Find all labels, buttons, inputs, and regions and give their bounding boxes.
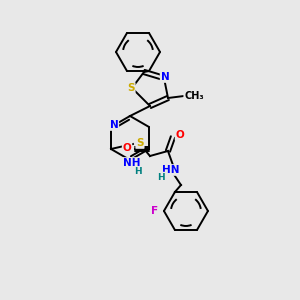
Text: S: S [127,83,135,93]
Text: O: O [176,130,184,140]
Text: H: H [134,167,142,176]
Text: H: H [157,172,165,182]
Text: N: N [110,120,118,130]
Text: N: N [160,72,169,82]
Text: O: O [123,143,131,153]
Text: HN: HN [162,165,180,175]
Text: F: F [152,206,158,216]
Text: S: S [136,138,144,148]
Text: NH: NH [123,158,141,168]
Text: CH₃: CH₃ [184,91,204,101]
